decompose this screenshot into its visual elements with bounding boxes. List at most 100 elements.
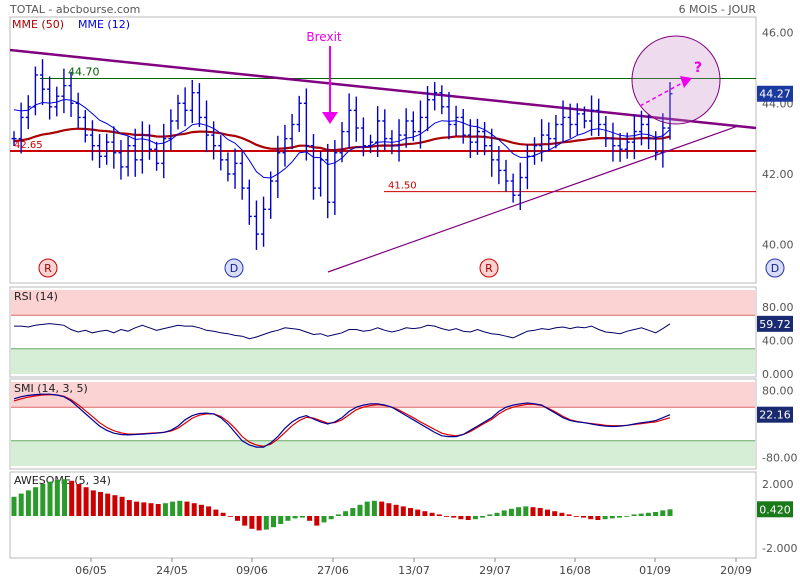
descending-trendline bbox=[9, 48, 757, 130]
rsi-y-tick: 80.00 bbox=[762, 301, 794, 314]
price-y-tick: 46.00 bbox=[762, 27, 794, 40]
candle bbox=[646, 113, 652, 150]
candle bbox=[482, 122, 488, 156]
candle bbox=[574, 103, 580, 136]
awesome-bar bbox=[444, 516, 449, 517]
candle bbox=[439, 85, 445, 115]
awesome-bar bbox=[480, 516, 486, 518]
candle bbox=[175, 94, 181, 130]
awesome-bar bbox=[307, 516, 313, 521]
event-marker-circle bbox=[224, 258, 244, 278]
awesome-bar bbox=[271, 516, 276, 528]
candle bbox=[253, 200, 259, 250]
rsi-overbought-zone bbox=[11, 290, 755, 316]
awesome-bar bbox=[508, 508, 514, 516]
awesome-last-value-box bbox=[757, 501, 793, 518]
candle bbox=[546, 122, 552, 152]
price-last-value: 44.27 bbox=[759, 88, 791, 101]
awesome-bar bbox=[545, 509, 550, 516]
brexit-arrow-head bbox=[322, 112, 338, 124]
awesome-bar bbox=[386, 503, 392, 516]
candle bbox=[560, 100, 566, 142]
smi-y-tick: 80.00 bbox=[762, 384, 794, 397]
awesome-bar bbox=[350, 508, 356, 516]
candle bbox=[275, 135, 281, 199]
awesome-bar bbox=[516, 507, 522, 516]
candle bbox=[517, 162, 523, 211]
candle bbox=[282, 124, 288, 167]
rsi-panel bbox=[9, 286, 757, 378]
awesome-bar bbox=[537, 508, 543, 516]
smi-overbought-zone bbox=[11, 382, 755, 408]
candle bbox=[410, 111, 416, 142]
candle bbox=[139, 121, 145, 174]
awesome-bar bbox=[242, 516, 248, 526]
awesome-bar bbox=[278, 516, 284, 524]
awesome-bar bbox=[105, 493, 111, 516]
awesome-bar bbox=[162, 503, 168, 516]
candle bbox=[196, 83, 202, 127]
candle bbox=[25, 95, 31, 130]
awesome-bar bbox=[638, 513, 644, 516]
smi-oversold-zone bbox=[11, 440, 755, 466]
event-marker-circle bbox=[479, 258, 499, 278]
candle bbox=[496, 146, 502, 185]
awesome-bar bbox=[321, 516, 327, 523]
smi-signal-line bbox=[13, 393, 671, 447]
smi-y-tick: -80.00 bbox=[762, 452, 797, 465]
candle bbox=[97, 134, 103, 168]
candle bbox=[567, 103, 573, 139]
awesome-bar bbox=[126, 500, 132, 516]
candle bbox=[417, 100, 423, 149]
candle bbox=[132, 128, 138, 177]
candle bbox=[596, 98, 602, 137]
candle bbox=[104, 133, 110, 165]
level-low-label: 41.50 bbox=[388, 181, 417, 192]
candle bbox=[460, 108, 466, 144]
candle bbox=[211, 121, 217, 160]
candle bbox=[118, 140, 124, 180]
awesome-bar bbox=[581, 516, 586, 518]
x-tick-label: 27/06 bbox=[317, 564, 349, 577]
highlight-circle bbox=[631, 35, 721, 125]
candle bbox=[125, 136, 131, 177]
awesome-bar bbox=[213, 509, 219, 516]
awesome-bar bbox=[602, 516, 608, 520]
smi-main-line bbox=[13, 393, 671, 448]
price-last-value-box bbox=[757, 85, 793, 102]
smi-last-value-box bbox=[757, 406, 793, 423]
awesome-bar bbox=[429, 512, 435, 516]
awesome-bar bbox=[40, 484, 46, 516]
awesome-bar bbox=[314, 516, 320, 526]
event-marker: R bbox=[38, 258, 58, 278]
awesome-bar bbox=[170, 501, 176, 516]
event-marker-label: R bbox=[44, 262, 52, 275]
candle bbox=[47, 76, 53, 120]
candle bbox=[296, 95, 302, 132]
awesome-bar bbox=[523, 506, 529, 516]
awesome-bar bbox=[552, 511, 558, 516]
projection-arrow-head bbox=[680, 76, 692, 88]
candle bbox=[368, 134, 374, 154]
candle bbox=[553, 114, 559, 149]
candle bbox=[382, 109, 388, 151]
x-tick-label: 24/05 bbox=[156, 564, 188, 577]
awesome-bar bbox=[588, 516, 594, 520]
awesome-bar bbox=[530, 507, 536, 516]
x-tick-label: 01/09 bbox=[639, 564, 671, 577]
awesome-bar bbox=[487, 514, 493, 516]
awesome-bar bbox=[494, 512, 500, 516]
awesome-y-tick: 2.000 bbox=[762, 478, 794, 491]
awesome-bar bbox=[263, 516, 269, 530]
candle bbox=[346, 93, 352, 149]
awesome-bar bbox=[415, 509, 421, 516]
candle bbox=[432, 82, 438, 111]
candle bbox=[375, 106, 381, 158]
candle bbox=[446, 91, 452, 140]
candle bbox=[246, 179, 252, 225]
awesome-bar bbox=[134, 501, 140, 516]
candle bbox=[339, 122, 345, 163]
candle bbox=[474, 118, 480, 155]
awesome-bar bbox=[227, 516, 233, 517]
rsi-line bbox=[14, 323, 671, 340]
